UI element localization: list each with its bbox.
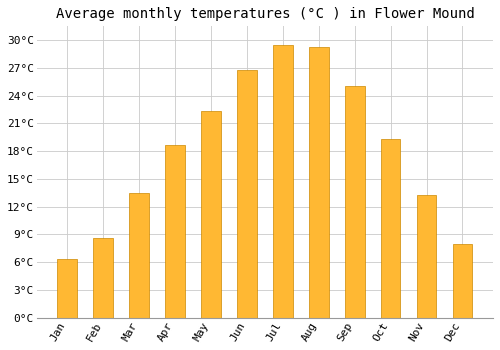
Bar: [201, 111, 221, 318]
Bar: [273, 45, 292, 318]
Title: Average monthly temperatures (°C ) in Flower Mound: Average monthly temperatures (°C ) in Fl…: [56, 7, 474, 21]
Bar: [309, 47, 328, 318]
Bar: [237, 70, 257, 318]
Bar: [94, 238, 113, 318]
Bar: [165, 145, 185, 318]
Bar: [452, 244, 472, 318]
Bar: [416, 195, 436, 318]
Bar: [58, 259, 77, 318]
Bar: [345, 86, 364, 318]
Bar: [380, 139, 400, 318]
Bar: [130, 193, 149, 318]
